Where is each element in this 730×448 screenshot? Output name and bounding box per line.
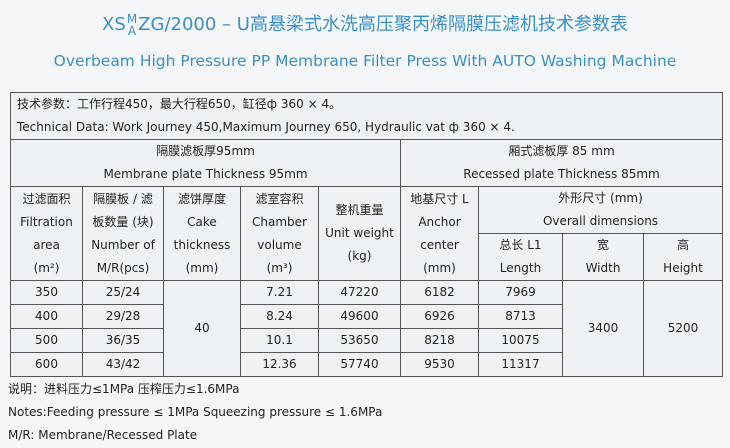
data-cell: 10.1 bbox=[240, 328, 319, 353]
cell-line: 整机重量 bbox=[335, 203, 384, 217]
cell-line: Recessed plate Thickness 85mm bbox=[463, 167, 660, 181]
data-row: 600 43/42 12.36 57740 9530 11317 bbox=[10, 352, 723, 377]
cell-line: Membrane plate Thickness 95mm bbox=[103, 167, 308, 181]
note-line: M/R: Membrane/Recessed Plate bbox=[8, 428, 198, 442]
cell-line: 板数量 (块) bbox=[92, 214, 154, 229]
cell-line: 外形尺寸 (mm) bbox=[558, 191, 643, 205]
cell-line: volume bbox=[257, 237, 302, 252]
cell-line: 厢式滤板厚 85 mm bbox=[508, 144, 615, 158]
cell-line: 宽 bbox=[596, 238, 609, 252]
plate-cell: 隔膜滤板厚95mm Membrane plate Thickness 95mm bbox=[10, 139, 401, 187]
cell-line: Height bbox=[663, 261, 703, 275]
cell-line: Unit weight bbox=[325, 226, 394, 240]
data-cell: 11317 bbox=[478, 352, 563, 377]
merged-cell: 3400 bbox=[562, 280, 644, 377]
title: XSM A ZG/2000 – U高悬梁式水洗高压聚丙烯隔膜压滤机技术参数表 bbox=[0, 10, 730, 37]
column-header: 隔膜板 / 滤板数量 (块) Number of M/R(pcs) bbox=[82, 186, 164, 281]
data-cell: 350 bbox=[10, 280, 83, 305]
sub-header: 总长 L1 Length bbox=[478, 233, 563, 281]
plate-row: 隔膜滤板厚95mm Membrane plate Thickness 95mm 厢式… bbox=[10, 139, 724, 187]
data-row: 500 36/35 10.1 53650 8218 10075 bbox=[10, 328, 723, 353]
cell-line: 地基尺寸 L bbox=[410, 191, 469, 206]
sub-header-row: 总长 L1 Length 宽 Width 高 Height bbox=[11, 233, 724, 281]
cell-line: Chamber bbox=[252, 214, 307, 229]
data-cell: 6926 bbox=[400, 304, 479, 329]
data-cell: 12.36 bbox=[240, 352, 319, 377]
data-cell: 400 bbox=[10, 304, 83, 329]
subtitle: Overbeam High Pressure PP Membrane Filte… bbox=[53, 52, 677, 70]
cell-line: (m²) bbox=[33, 260, 60, 275]
data-cell: 10075 bbox=[478, 328, 563, 353]
header-row: 过滤面积 Filtration area (m²) 隔膜板 / 滤板数量 (块) Num… bbox=[10, 186, 724, 281]
cell-line: Length bbox=[499, 261, 542, 275]
note-line: Notes:Feeding pressure ≤ 1MPa Squeezing … bbox=[8, 405, 383, 419]
stack-bottom: A bbox=[127, 24, 137, 38]
cell-line: Width bbox=[585, 261, 621, 275]
cell-line: 滤室容积 bbox=[255, 191, 304, 206]
cell-line: (mm) bbox=[423, 260, 456, 275]
cell-line: Filtration area bbox=[20, 214, 73, 252]
data-row: 350 25/24 40 7.21 47220 6182 7969 3400 5200 bbox=[10, 280, 724, 377]
cell-line: thickness bbox=[173, 237, 231, 252]
cell-line: Cake bbox=[187, 214, 217, 229]
spec-table: 技术参数：工作行程450，最大行程650，缸径ф 360 × 4。 Technic… bbox=[9, 92, 724, 377]
data-cell: 36/35 bbox=[82, 328, 164, 353]
cell-line: 隔膜板 / 滤 bbox=[93, 191, 153, 206]
cell-line: (mm) bbox=[185, 260, 219, 275]
cell-line: (kg) bbox=[347, 249, 372, 263]
column-header: 过滤面积 Filtration area (m²) bbox=[10, 186, 83, 281]
cell-line: 过滤面积 bbox=[22, 191, 71, 206]
cell-line: 技术参数：工作行程450，最大行程650，缸径ф 360 × 4。 bbox=[17, 97, 342, 111]
column-header: 滤室容积 Chamber volume (m³) bbox=[240, 186, 319, 281]
data-cell: 600 bbox=[10, 352, 83, 377]
merged-cell: 40 bbox=[163, 280, 241, 377]
cell-line: 总长 L1 bbox=[499, 238, 542, 252]
data-cell: 53650 bbox=[318, 328, 401, 353]
cell-line: 滤饼厚度 bbox=[177, 191, 226, 206]
cell-line: 隔膜滤板厚95mm bbox=[156, 144, 255, 158]
tech-cell: 技术参数：工作行程450，最大行程650，缸径ф 360 × 4。 Technic… bbox=[9, 92, 724, 140]
cell-line: Technical Data: Work Journey 450,Maximum… bbox=[17, 120, 515, 134]
data-row: 400 29/28 8.24 49600 6926 8713 bbox=[10, 304, 723, 329]
data-cell: 8713 bbox=[478, 304, 563, 329]
merged-cell: 5200 bbox=[642, 280, 724, 377]
table-body: 技术参数：工作行程450，最大行程650，缸径ф 360 × 4。 Technic… bbox=[9, 92, 724, 377]
plate-cell: 厢式滤板厚 85 mm Recessed plate Thickness 85mm bbox=[399, 139, 724, 187]
cell-line: Number of bbox=[91, 237, 155, 252]
note-line: 说明：进料压力≤1MPa 压榨压力≤1.6MPa bbox=[8, 382, 240, 396]
cell-line: (m³) bbox=[266, 260, 293, 275]
cell-line: center bbox=[420, 237, 459, 252]
column-header: 整机重量 Unit weight (kg) bbox=[318, 186, 401, 281]
data-cell: 25/24 bbox=[82, 280, 164, 305]
cell-line: Anchor bbox=[418, 214, 461, 229]
data-cell: 7969 bbox=[478, 280, 563, 305]
data-cell: 43/42 bbox=[82, 352, 164, 377]
title-prefix: XS bbox=[102, 14, 126, 35]
data-cell: 57740 bbox=[318, 352, 401, 377]
data-cell: 47220 bbox=[318, 280, 401, 305]
data-cell: 49600 bbox=[318, 304, 401, 329]
sub-header: 高 Height bbox=[642, 233, 724, 281]
cell-line: M/R(pcs) bbox=[96, 260, 150, 275]
overall-header: 外形尺寸 (mm) Overall dimensions bbox=[477, 186, 724, 234]
data-cell: 29/28 bbox=[82, 304, 164, 329]
data-cell: 500 bbox=[10, 328, 83, 353]
column-header: 滤饼厚度 Cake thickness (mm) bbox=[163, 186, 241, 281]
data-cell: 9530 bbox=[400, 352, 479, 377]
cell-line: 高 bbox=[677, 238, 690, 252]
stack-top: M bbox=[126, 12, 138, 26]
column-header: 地基尺寸 L Anchor center (mm) bbox=[400, 186, 479, 281]
notes: 说明：进料压力≤1MPa 压榨压力≤1.6MPa Notes:Feeding pr… bbox=[8, 378, 382, 447]
sub-header: 宽 Width bbox=[562, 233, 644, 281]
data-cell: 8.24 bbox=[240, 304, 319, 329]
tech-row: 技术参数：工作行程450，最大行程650，缸径ф 360 × 4。 Technic… bbox=[9, 92, 724, 140]
data-cell: 6182 bbox=[400, 280, 479, 305]
data-cell: 8218 bbox=[400, 328, 479, 353]
data-cell: 7.21 bbox=[240, 280, 319, 305]
cell-line: Overall dimensions bbox=[542, 214, 659, 228]
title-rest: ZG/2000 – U高悬梁式水洗高压聚丙烯隔膜压滤机技术参数表 bbox=[138, 14, 628, 35]
